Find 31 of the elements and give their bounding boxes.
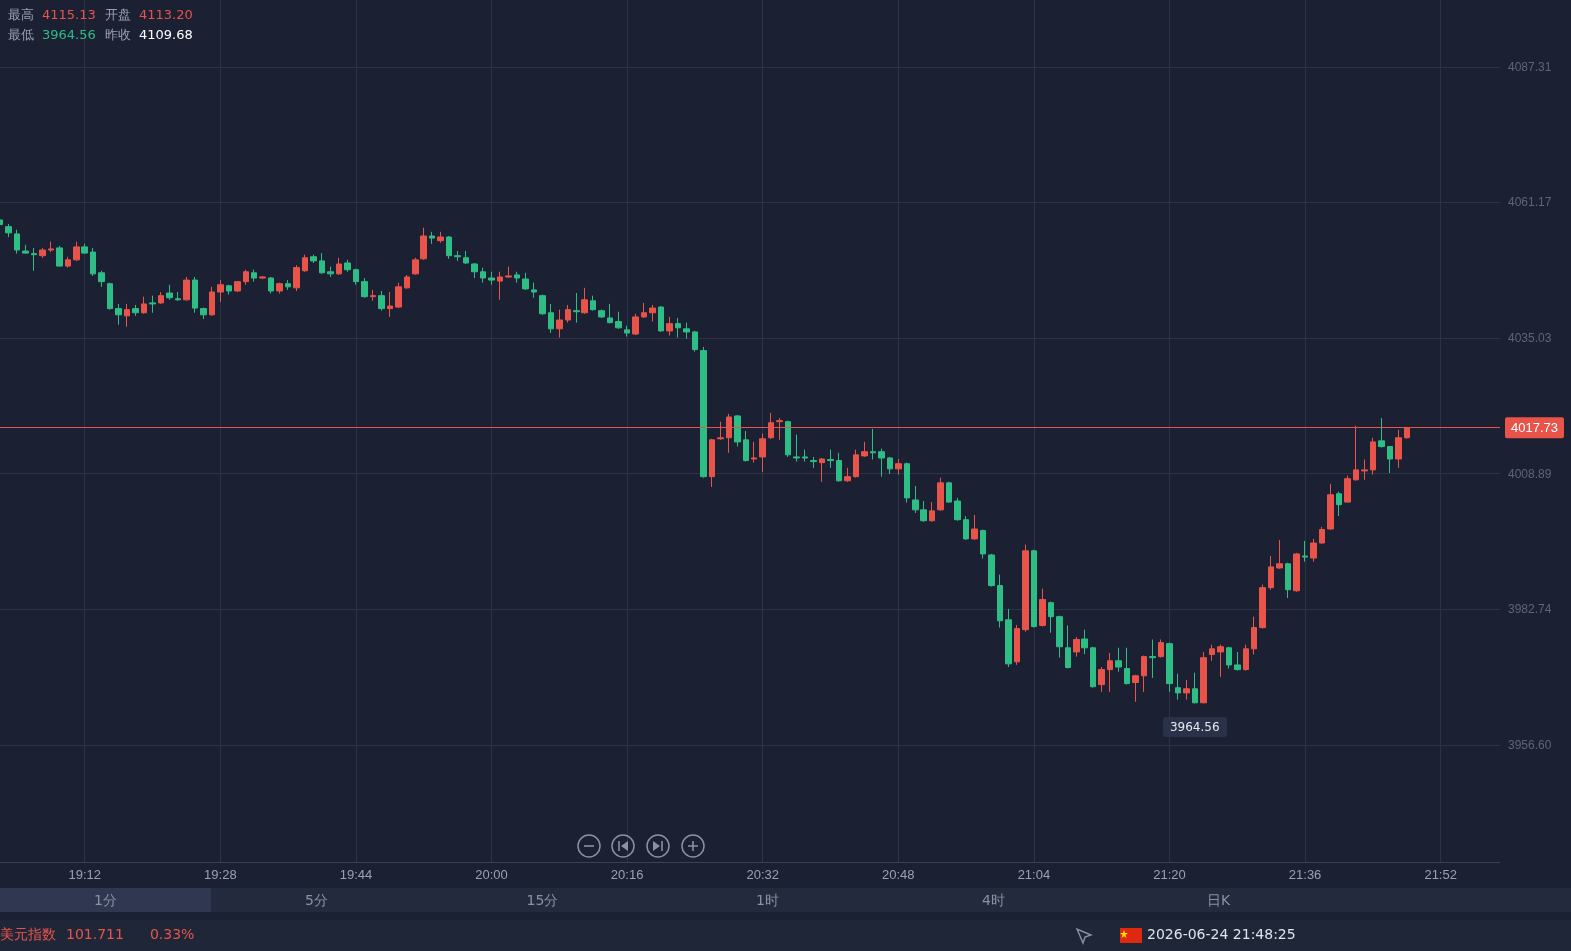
text: 1时 <box>755 891 780 910</box>
text: 2026-06-24 21:48:25 <box>1147 926 1296 942</box>
x-tick-label: 21:04 <box>1017 867 1051 882</box>
ref-line-label: 4017.73 <box>1511 420 1558 436</box>
y-tick-label: 4087.31 <box>1508 59 1552 74</box>
annotation: 最低 3964.56 <box>8 27 96 42</box>
text: 1分 <box>0 888 211 912</box>
text: 美元指数 101.711 0.33% <box>0 926 195 942</box>
text: 4时 <box>981 891 1006 910</box>
x-tick-label: 21:36 <box>1288 867 1322 882</box>
annotation: 昨收 4109.68 <box>105 27 193 42</box>
x-tick-label: 19:44 <box>339 867 373 882</box>
x-tick-label: 20:32 <box>746 867 779 882</box>
x-tick-label: 21:20 <box>1153 867 1186 882</box>
annotation: 开盘 4113.20 <box>105 7 193 22</box>
text: 15分 <box>525 891 560 910</box>
annotation: 3964.56 <box>1162 717 1227 738</box>
text: 5分 <box>304 891 329 910</box>
y-tick-label: 4035.03 <box>1508 331 1552 346</box>
x-tick-label: 19:28 <box>204 867 237 882</box>
x-tick-label: 20:00 <box>475 867 508 882</box>
text: 日K <box>1205 891 1232 910</box>
y-tick-label: 4008.89 <box>1508 466 1552 481</box>
x-tick-label: 21:52 <box>1424 867 1457 882</box>
y-tick-label: 4061.17 <box>1508 195 1552 210</box>
annotation: 最高 4115.13 <box>8 7 96 22</box>
x-tick-label: 20:48 <box>882 867 915 882</box>
y-tick-label: 3956.60 <box>1508 737 1552 752</box>
x-tick-label: 20:16 <box>610 867 644 882</box>
y-tick-label: 3982.74 <box>1508 602 1552 617</box>
x-tick-label: 19:12 <box>68 867 102 882</box>
